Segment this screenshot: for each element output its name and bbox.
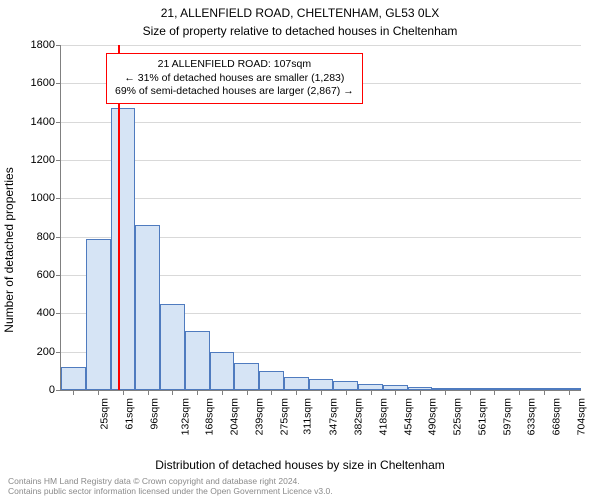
annotation-line-1: 21 ALLENFIELD ROAD: 107sqm — [115, 58, 354, 72]
x-tick-mark — [222, 390, 223, 395]
grid-line — [61, 45, 581, 46]
x-tick-mark — [494, 390, 495, 395]
histogram-bar — [234, 363, 259, 390]
histogram-bar — [259, 371, 284, 390]
x-axis-label: Distribution of detached houses by size … — [0, 458, 600, 472]
x-tick-mark — [123, 390, 124, 395]
x-tick-mark — [148, 390, 149, 395]
histogram-bar — [284, 377, 309, 390]
x-tick-mark — [73, 390, 74, 395]
x-tick-mark — [519, 390, 520, 395]
annotation-box: 21 ALLENFIELD ROAD: 107sqm← 31% of detac… — [106, 53, 363, 104]
y-tick-label: 600 — [37, 269, 61, 281]
x-tick-label: 525sqm — [451, 398, 463, 435]
x-tick-mark — [98, 390, 99, 395]
plot-area: 02004006008001000120014001600180025sqm61… — [60, 45, 581, 391]
histogram-bar — [333, 381, 358, 390]
x-tick-mark — [346, 390, 347, 395]
x-tick-mark — [247, 390, 248, 395]
grid-line — [61, 198, 581, 199]
x-tick-label: 418sqm — [377, 398, 389, 435]
x-tick-label: 25sqm — [99, 398, 111, 430]
y-tick-label: 800 — [37, 231, 61, 243]
x-tick-label: 61sqm — [124, 398, 136, 430]
x-tick-label: 382sqm — [352, 398, 364, 435]
annotation-line-3: 69% of semi-detached houses are larger (… — [115, 85, 354, 99]
footer-line-1: Contains HM Land Registry data © Crown c… — [8, 476, 333, 486]
x-tick-mark — [470, 390, 471, 395]
x-tick-mark — [296, 390, 297, 395]
x-tick-label: 311sqm — [302, 398, 314, 435]
chart-title: 21, ALLENFIELD ROAD, CHELTENHAM, GL53 0L… — [0, 6, 600, 20]
y-tick-label: 0 — [49, 384, 61, 396]
x-tick-mark — [197, 390, 198, 395]
grid-line — [61, 160, 581, 161]
x-tick-label: 597sqm — [501, 398, 513, 435]
x-tick-label: 490sqm — [427, 398, 439, 435]
x-tick-label: 275sqm — [278, 398, 290, 435]
x-tick-mark — [569, 390, 570, 395]
x-tick-mark — [420, 390, 421, 395]
x-tick-label: 204sqm — [229, 398, 241, 435]
histogram-bar — [135, 225, 160, 390]
x-tick-label: 633sqm — [526, 398, 538, 435]
histogram-bar — [210, 352, 235, 390]
histogram-bar — [160, 304, 185, 390]
footer-attribution: Contains HM Land Registry data © Crown c… — [8, 476, 333, 496]
y-tick-label: 1400 — [31, 116, 61, 128]
y-tick-label: 1800 — [31, 39, 61, 51]
histogram-bar — [61, 367, 86, 390]
chart-wrapper: 21, ALLENFIELD ROAD, CHELTENHAM, GL53 0L… — [0, 0, 600, 500]
x-tick-mark — [172, 390, 173, 395]
x-tick-mark — [371, 390, 372, 395]
grid-line — [61, 122, 581, 123]
histogram-bar — [185, 331, 210, 390]
annotation-line-2: ← 31% of detached houses are smaller (1,… — [115, 72, 354, 86]
x-tick-label: 96sqm — [148, 398, 160, 430]
histogram-bar — [86, 239, 111, 390]
y-tick-label: 1200 — [31, 154, 61, 166]
x-tick-mark — [445, 390, 446, 395]
x-tick-mark — [321, 390, 322, 395]
x-tick-label: 132sqm — [179, 398, 191, 435]
y-axis-label: Number of detached properties — [2, 167, 16, 332]
x-tick-label: 454sqm — [402, 398, 414, 435]
x-tick-mark — [544, 390, 545, 395]
chart-subtitle: Size of property relative to detached ho… — [0, 24, 600, 38]
x-tick-label: 704sqm — [575, 398, 587, 435]
x-tick-mark — [395, 390, 396, 395]
histogram-bar — [309, 379, 334, 390]
x-tick-label: 561sqm — [476, 398, 488, 435]
y-tick-label: 200 — [37, 346, 61, 358]
y-tick-label: 1600 — [31, 77, 61, 89]
y-tick-label: 1000 — [31, 192, 61, 204]
x-tick-mark — [271, 390, 272, 395]
x-tick-label: 168sqm — [204, 398, 216, 435]
x-tick-label: 668sqm — [550, 398, 562, 435]
footer-line-2: Contains public sector information licen… — [8, 486, 333, 496]
y-tick-label: 400 — [37, 307, 61, 319]
x-tick-label: 347sqm — [328, 398, 340, 435]
x-tick-label: 239sqm — [253, 398, 265, 435]
histogram-bar — [111, 108, 136, 390]
